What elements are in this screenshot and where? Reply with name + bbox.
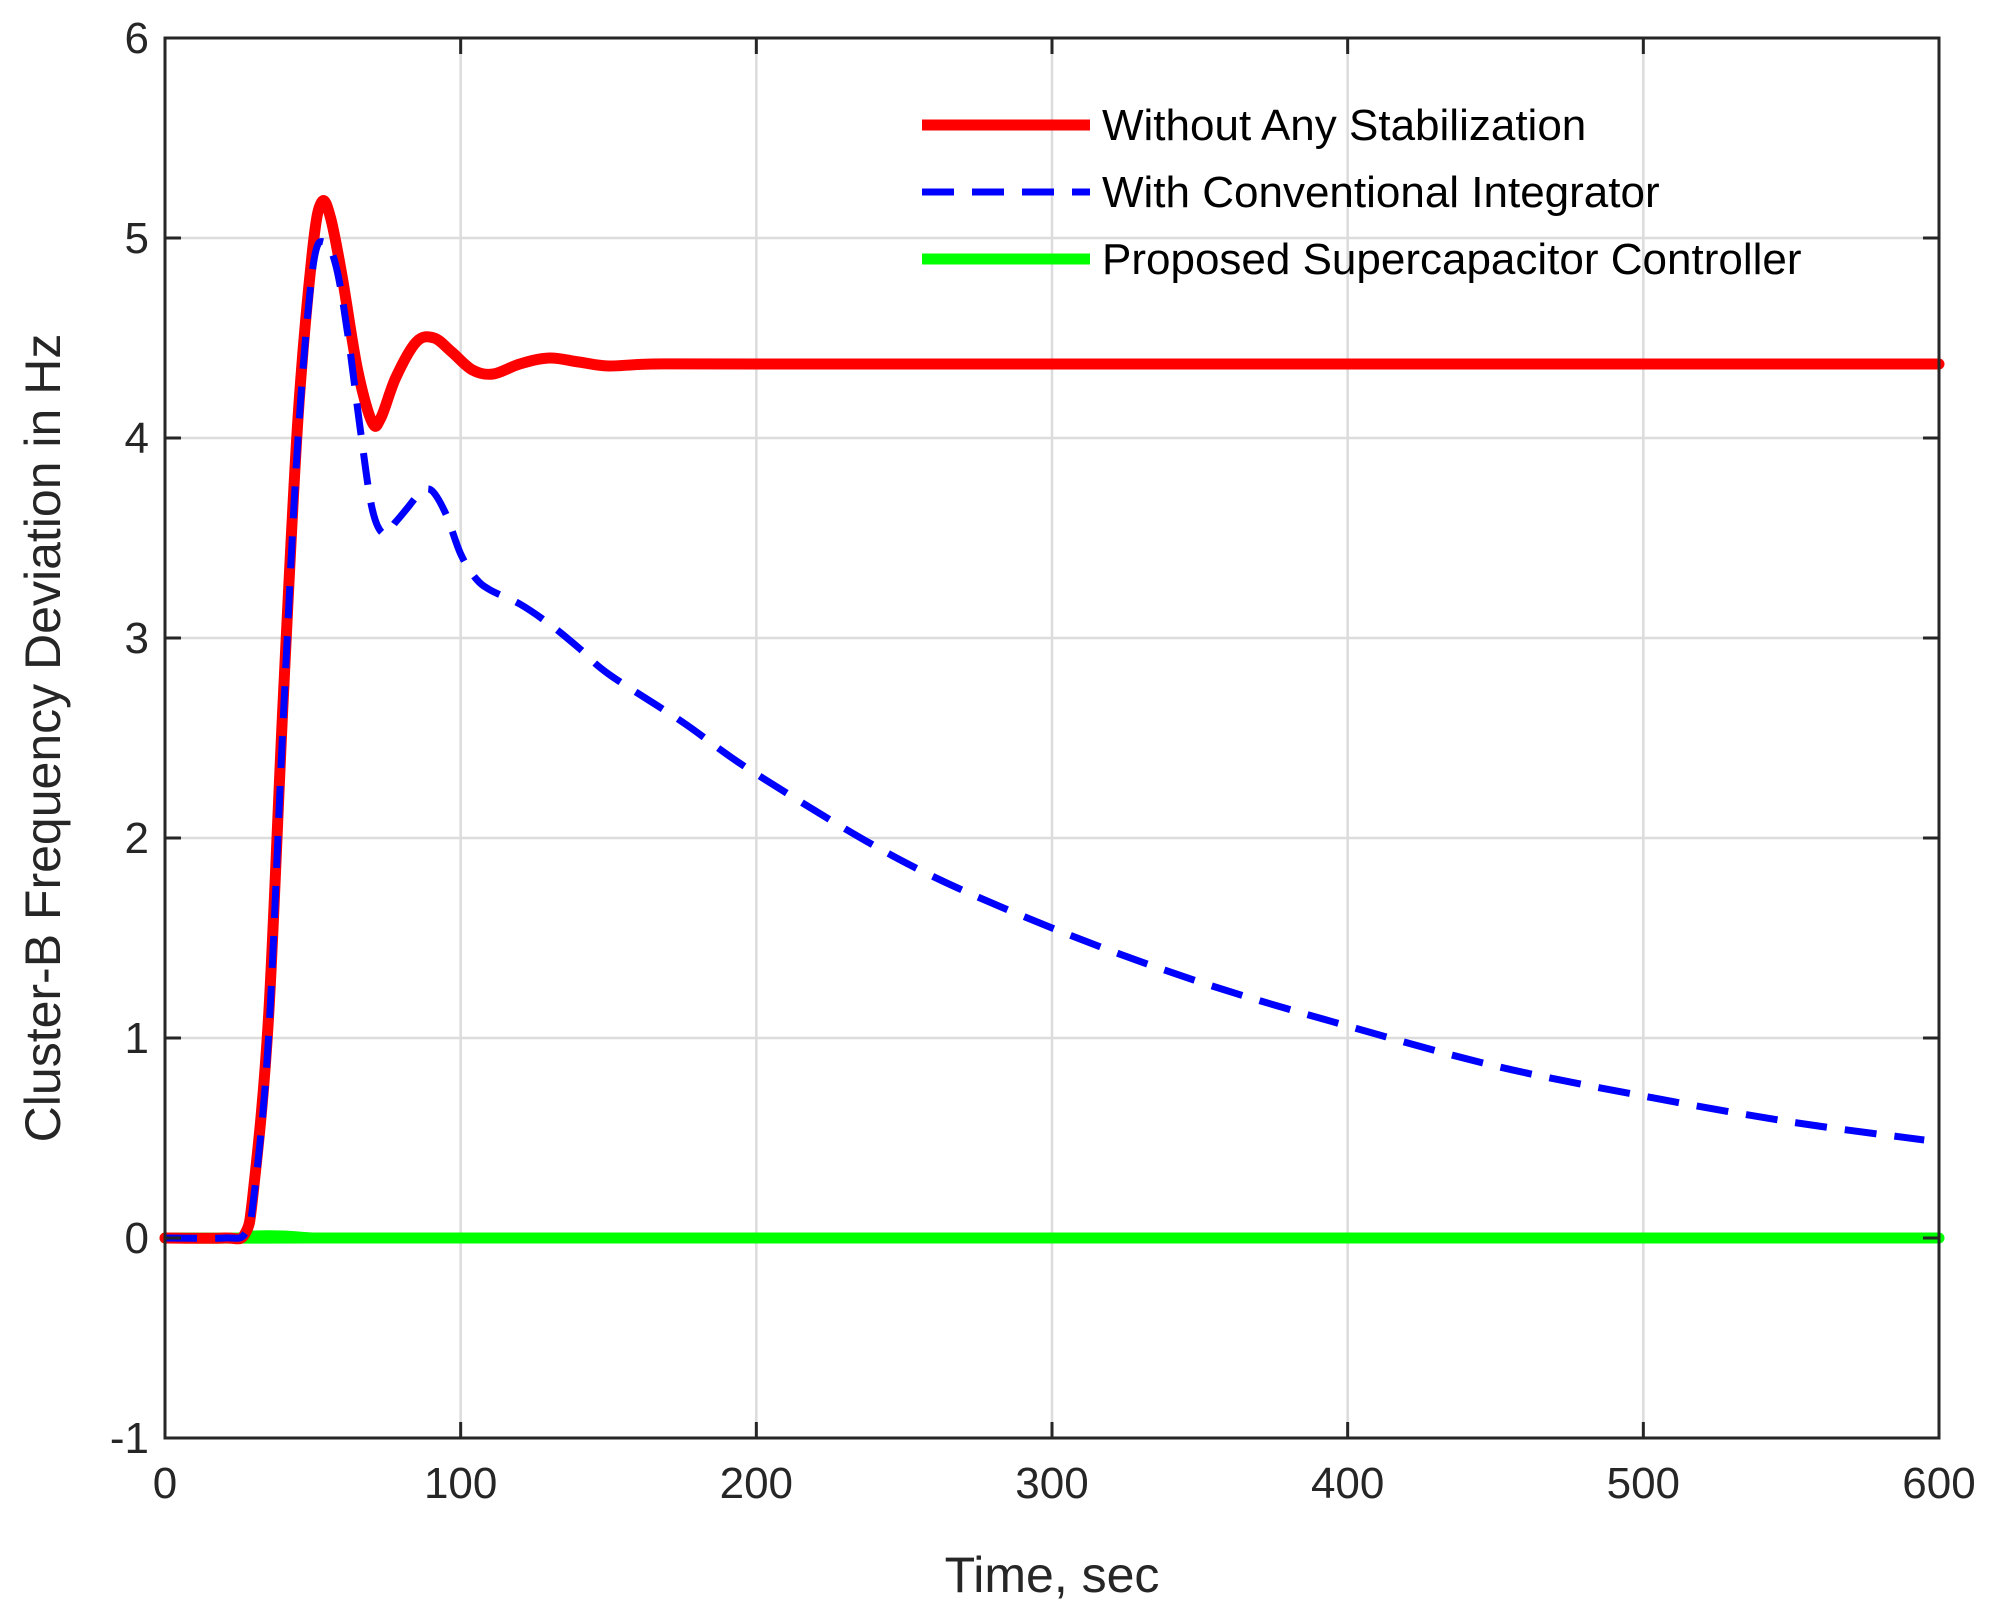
series-line-3 <box>159 1230 1945 1244</box>
y-axis-label: Cluster-B Frequency Deviation in Hz <box>15 334 71 1143</box>
y-tick-label: 4 <box>125 414 149 463</box>
x-tick-label: 200 <box>720 1459 793 1508</box>
legend-label-1: Without Any Stabilization <box>1102 101 1586 150</box>
legend-label-3: Proposed Supercapacitor Controller <box>1102 235 1802 284</box>
y-tick-label: 1 <box>125 1014 149 1063</box>
grid-lines <box>165 38 1939 1438</box>
x-axis-label: Time, sec <box>945 1547 1160 1603</box>
x-tick-label: 400 <box>1311 1459 1384 1508</box>
data-series <box>159 195 1945 1245</box>
x-tick-label: 0 <box>153 1459 177 1508</box>
series-line-1 <box>159 195 1945 1245</box>
legend: Without Any Stabilization With Convention… <box>922 101 1802 284</box>
legend-label-2: With Conventional Integrator <box>1102 168 1660 217</box>
series-line-2 <box>164 237 1925 1242</box>
x-tick-label: 500 <box>1607 1459 1680 1508</box>
x-tick-label: 600 <box>1902 1459 1975 1508</box>
x-tick-label: 300 <box>1015 1459 1088 1508</box>
y-tick-label: 2 <box>125 814 149 863</box>
y-tick-label: -1 <box>110 1414 149 1463</box>
x-tick-label: 100 <box>424 1459 497 1508</box>
y-tick-label: 5 <box>125 214 149 263</box>
y-tick-label: 6 <box>125 14 149 63</box>
y-tick-label: 3 <box>125 614 149 663</box>
y-tick-label: 0 <box>125 1214 149 1263</box>
